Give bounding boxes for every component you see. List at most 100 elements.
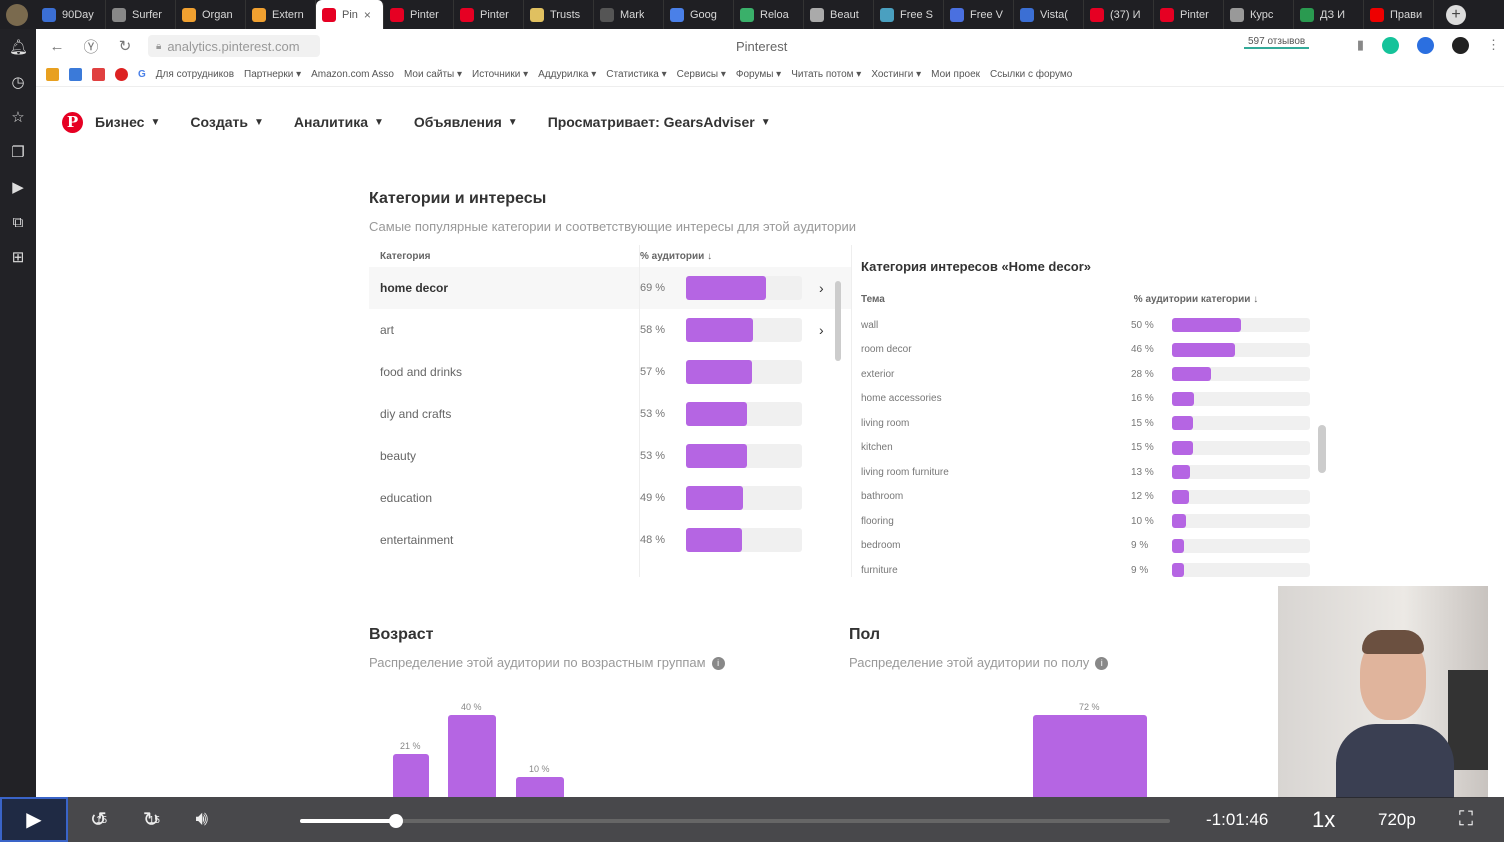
- bookmark-icon[interactable]: ▮: [1356, 37, 1364, 52]
- screenshot-icon[interactable]: ⧉: [12, 214, 24, 231]
- bookmark-item[interactable]: Amazon.com Asso: [311, 69, 394, 80]
- category-row[interactable]: entertainment 48 %: [369, 519, 851, 561]
- browser-tab[interactable]: Reloa: [734, 0, 804, 29]
- speed-button[interactable]: 1x: [1312, 807, 1336, 832]
- fullscreen-icon[interactable]: ⛶: [1459, 808, 1473, 830]
- category-bar-track: [686, 360, 802, 384]
- reload-icon[interactable]: ↻: [118, 38, 132, 55]
- category-row[interactable]: art 58 % ›: [369, 309, 851, 351]
- browser-tab[interactable]: Pinter: [1154, 0, 1224, 29]
- bookmark-item[interactable]: Форумы ▾: [735, 69, 782, 80]
- create-menu[interactable]: Создать ▼: [190, 114, 263, 130]
- bookmark-item[interactable]: Сервисы ▾: [676, 69, 726, 80]
- yandex-icon[interactable]: Ⓨ: [83, 38, 99, 56]
- progress-fill: [300, 819, 396, 823]
- bookmark-item[interactable]: Партнерки ▾: [244, 69, 302, 80]
- browser-tab[interactable]: Vista(: [1014, 0, 1084, 29]
- browser-tab[interactable]: Free S: [874, 0, 944, 29]
- forward-15-button[interactable]: ↻ 15: [142, 809, 160, 831]
- chevron-right-icon[interactable]: ›: [819, 280, 824, 296]
- vk-icon[interactable]: [69, 68, 82, 81]
- bookmark-item[interactable]: Хостинги ▾: [871, 69, 922, 80]
- tab-favicon-icon: [740, 7, 754, 22]
- bookmark-item[interactable]: Мои сайты ▾: [403, 69, 463, 80]
- category-bar: [686, 528, 742, 552]
- url-field[interactable]: 🔒︎ analytics.pinterest.com: [148, 35, 320, 57]
- categories-scrollbar[interactable]: [835, 271, 841, 571]
- bookmark-item[interactable]: Для сотрудников: [155, 69, 235, 80]
- business-menu[interactable]: P Бизнес ▼: [62, 111, 160, 133]
- new-tab-button[interactable]: +: [1446, 4, 1466, 25]
- interest-bar: [1172, 563, 1185, 578]
- close-tab-icon[interactable]: ×: [363, 7, 371, 22]
- category-row[interactable]: food and drinks 57 %: [369, 351, 851, 393]
- category-row[interactable]: education 49 %: [369, 477, 851, 519]
- reviews-badge[interactable]: 597 отзывов: [1244, 36, 1310, 49]
- bookmark-item[interactable]: Мои проек: [931, 69, 980, 80]
- bookmark-item[interactable]: Статистика ▾: [606, 69, 667, 80]
- browser-tab[interactable]: 90Day: [36, 0, 106, 29]
- star-icon[interactable]: ☆: [11, 109, 25, 126]
- history-icon[interactable]: ◷: [11, 74, 25, 91]
- audience-column-header[interactable]: % аудитории ↓: [640, 250, 713, 262]
- bell-icon[interactable]: 🔔︎: [9, 39, 29, 56]
- browser-tab[interactable]: Mark: [594, 0, 664, 29]
- ads-menu[interactable]: Объявления ▼: [414, 114, 518, 130]
- progress-bar[interactable]: [300, 814, 1170, 828]
- tab-label: ДЗ И: [1320, 8, 1346, 21]
- mail-icon[interactable]: [46, 68, 59, 81]
- browser-tab[interactable]: Surfer: [106, 0, 176, 29]
- browser-tab[interactable]: Курс: [1224, 0, 1294, 29]
- grammarly-icon[interactable]: [1382, 37, 1399, 54]
- menu-icon[interactable]: ⋮: [1487, 37, 1500, 52]
- browser-tab[interactable]: Pinter: [454, 0, 524, 29]
- tab-favicon-icon: [950, 7, 964, 22]
- bookmark-item[interactable]: Аддурилка ▾: [538, 69, 597, 80]
- browser-tab[interactable]: Beaut: [804, 0, 874, 29]
- extension-play-icon[interactable]: [1417, 37, 1434, 54]
- category-row[interactable]: beauty 53 %: [369, 435, 851, 477]
- browser-tab[interactable]: Goog: [664, 0, 734, 29]
- viewing-as-menu[interactable]: Просматривает: GearsAdviser ▼: [548, 114, 771, 130]
- collections-icon[interactable]: ❐: [11, 144, 25, 161]
- browser-tab[interactable]: Trusts: [524, 0, 594, 29]
- age-bar-label: 21 %: [400, 740, 421, 751]
- bookmark-item[interactable]: Читать потом ▾: [791, 69, 862, 80]
- play-icon[interactable]: ▶: [12, 179, 24, 196]
- profile-avatar[interactable]: [6, 3, 28, 26]
- browser-tab[interactable]: (37) И: [1084, 0, 1154, 29]
- browser-tab[interactable]: ДЗ И: [1294, 0, 1364, 29]
- interests-scrollbar[interactable]: [1318, 413, 1326, 573]
- browser-tab[interactable]: Pinter: [384, 0, 454, 29]
- category-row[interactable]: home decor 69 % ›: [369, 267, 851, 309]
- back-icon[interactable]: ←: [49, 37, 65, 55]
- browser-tab[interactable]: Прави: [1364, 0, 1434, 29]
- chevron-right-icon[interactable]: ›: [819, 322, 824, 338]
- progress-handle[interactable]: [388, 814, 403, 828]
- info-icon[interactable]: i: [711, 657, 725, 670]
- bookmark-item[interactable]: Ссылки с форумо: [990, 69, 1073, 80]
- category-column-header[interactable]: Категория: [380, 250, 431, 262]
- category-pct-column-header[interactable]: % аудитории категории ↓: [1133, 294, 1259, 305]
- browser-tab[interactable]: Extern: [246, 0, 316, 29]
- browser-tab[interactable]: Pin ×: [316, 0, 384, 29]
- browser-tab[interactable]: Organ: [176, 0, 246, 29]
- wordpress-icon[interactable]: [1452, 37, 1469, 54]
- apps-icon[interactable]: ⊞: [11, 249, 25, 266]
- age-subtitle: Распределение этой аудитории по возрастн…: [369, 655, 706, 670]
- tab-favicon-icon: [1090, 7, 1104, 22]
- interests-table-header: Тема % аудитории категории ↓: [861, 294, 1321, 305]
- browser-tab[interactable]: Free V: [944, 0, 1014, 29]
- bookmark-item[interactable]: Источники ▾: [472, 69, 529, 80]
- quality-button[interactable]: 720p: [1378, 810, 1416, 829]
- rewind-15-button[interactable]: ↺ 15: [90, 809, 108, 831]
- category-row[interactable]: diy and crafts 53 %: [369, 393, 851, 435]
- volume-icon[interactable]: 🔊︎: [195, 808, 209, 830]
- play-button[interactable]: ▶: [0, 797, 68, 842]
- stats-icon[interactable]: [92, 68, 105, 81]
- opera-icon[interactable]: [115, 68, 128, 81]
- info-icon[interactable]: i: [1095, 657, 1109, 670]
- google-icon[interactable]: G: [138, 69, 146, 80]
- topic-column-header[interactable]: Тема: [861, 294, 885, 305]
- analytics-menu[interactable]: Аналитика ▼: [294, 114, 384, 130]
